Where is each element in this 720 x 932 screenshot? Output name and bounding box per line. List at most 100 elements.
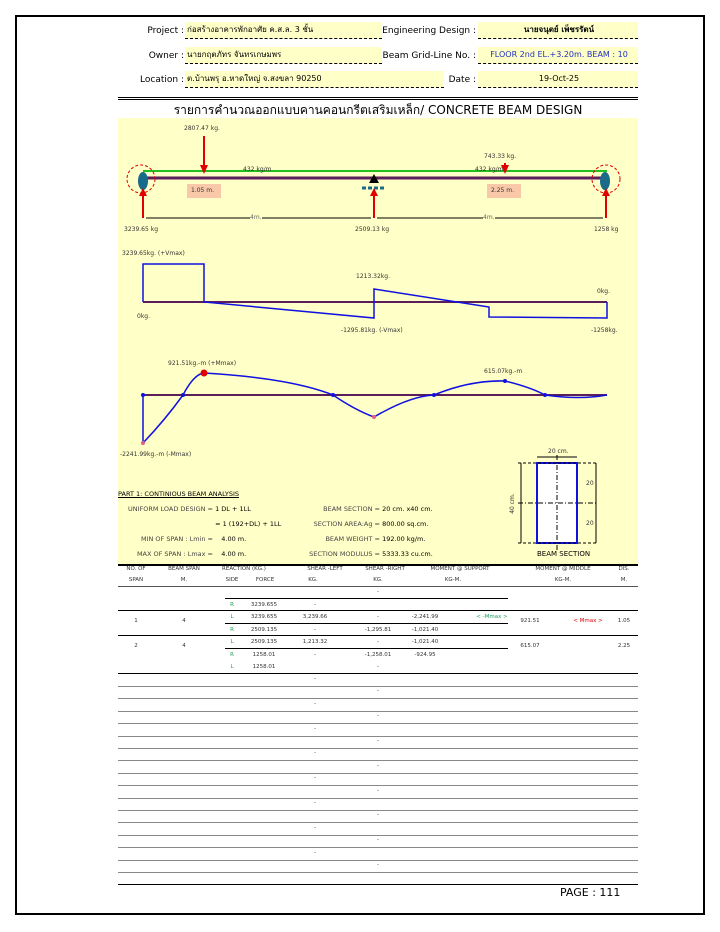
table-cell: BEAM SPAN — [168, 566, 200, 572]
section-height-label: 40 cm. — [508, 493, 516, 514]
table-cell: R — [230, 651, 234, 658]
table-cell: M. — [180, 577, 188, 583]
location-field: ต.บ้านพรุ อ.หาดใหญ่ จ.สงขลา 90250 — [185, 71, 444, 88]
table-cell: -1,258.01 — [364, 651, 392, 658]
table-cell: 1258.01 — [252, 651, 276, 658]
date-label: Date : — [448, 75, 476, 85]
moment-curve — [142, 372, 608, 445]
shear-min-label: -1295.81kg. (-Vmax) — [341, 327, 403, 334]
table-cell: < -Mmax > — [476, 614, 508, 620]
right-support-icon — [600, 172, 610, 190]
table-cell: SHEAR -RIGHT — [365, 566, 405, 572]
reaction-3-label: 1258 kg — [594, 226, 619, 233]
table-cell: -2,241.99 — [411, 614, 439, 620]
table-cell: - — [377, 812, 379, 819]
param-value: 800.00 sq.cm. — [382, 520, 429, 528]
project-label: Project : — [147, 26, 184, 36]
table-cell: MOMENT @ SUPPORT — [430, 566, 490, 572]
shear-max-label: 3239.65kg. (+Vmax) — [122, 250, 185, 257]
table-cell: - — [377, 614, 379, 620]
owner-label: Owner : — [148, 51, 184, 61]
table-cell: -1,021.40 — [411, 639, 439, 645]
section-width-label: 20 cm. — [548, 448, 569, 455]
table-rule — [118, 785, 638, 787]
grid-field: FLOOR 2nd EL.+3.20m. BEAM : 10 — [478, 47, 638, 64]
table-cell: KG. — [308, 577, 318, 583]
table-cell: DIS. — [618, 566, 630, 572]
table-rule — [118, 847, 638, 849]
table-cell: M. — [620, 577, 628, 583]
table-rule — [118, 635, 638, 636]
table-cell: KG-M. — [554, 577, 572, 583]
table-cell: REACTION (KG.) — [222, 566, 266, 572]
table-cell: - — [314, 800, 316, 806]
table-rule — [118, 748, 638, 749]
table-cell: - — [377, 862, 379, 868]
point-load-1-label: 2807.47 kg. — [184, 125, 220, 132]
table-rule — [118, 586, 638, 587]
param-label: MIN OF SPAN : Lmin = — [140, 535, 213, 543]
table-cell: - — [314, 626, 316, 633]
part1-col1: UNIFORM LOAD DESIGN = 1 DL + 1LL = 1 (19… — [118, 505, 318, 565]
grid-label: Beam Grid-Line No. : — [382, 51, 476, 61]
table-cell: - — [377, 837, 379, 844]
shear-curve — [142, 263, 608, 319]
table-rule — [118, 772, 638, 774]
table-cell: 921.51 — [520, 618, 540, 624]
table-rule — [225, 648, 508, 649]
table-cell: - — [377, 762, 379, 769]
table-rule — [118, 810, 638, 811]
table-cell: KG-M. — [444, 577, 462, 583]
table-cell: NO. OF — [126, 566, 146, 572]
point-load-2-label: 743.33 kg. — [484, 153, 517, 160]
table-cell: -1,021.40 — [411, 626, 439, 633]
engineer-label: Engineering Design : — [382, 26, 476, 36]
table-cell: - — [377, 738, 379, 744]
table-cell: SHEAR -LEFT — [307, 566, 343, 572]
beam-diagrams — [126, 136, 621, 550]
table-rule — [225, 598, 508, 599]
table-cell: R — [230, 601, 234, 608]
reaction-1-label: 3239.65 kg — [124, 226, 159, 233]
load-distance-1: 1.05 m. — [191, 187, 215, 194]
table-rule — [118, 884, 638, 885]
table-rule — [118, 723, 638, 725]
table-cell: - — [377, 664, 379, 670]
table-cell: 2.25 — [617, 643, 631, 649]
param-label: SECTION AREA:Ag = — [313, 520, 380, 528]
table-cell: 2 — [134, 643, 138, 649]
table-cell: SPAN — [128, 577, 144, 583]
table-rule — [118, 872, 638, 873]
param-value: 4.00 m. — [221, 550, 247, 558]
table-rule — [118, 610, 638, 611]
table-rule — [118, 564, 638, 566]
table-rule — [118, 859, 638, 861]
param-label: SECTION MODULUS = — [309, 550, 380, 558]
shear-end-label: -1258kg. — [591, 327, 618, 334]
table-cell: L — [230, 664, 234, 670]
table-rule — [118, 822, 638, 824]
section-bottom-label: 20 — [586, 520, 594, 527]
param-value: = 1 (192+DL) + 1LL — [215, 520, 282, 528]
moment-min-label: -2241.99kg.-m (-Mmax) — [120, 451, 192, 458]
page-frame — [15, 15, 705, 915]
table-cell: - — [377, 688, 379, 695]
table-cell: KG. — [373, 577, 383, 583]
moment-points — [141, 379, 547, 397]
table-cell: 1 — [134, 618, 138, 624]
table-cell: R — [230, 626, 234, 633]
table-rule — [118, 673, 638, 674]
date-field: 19-Oct-25 — [478, 71, 638, 88]
table-cell: - — [314, 601, 316, 608]
dimension-box — [487, 184, 521, 198]
table-rule — [225, 623, 508, 624]
table-rule — [118, 834, 638, 836]
table-cell: FORCE — [255, 577, 275, 583]
table-cell: -1,295.81 — [364, 626, 392, 633]
param-label: BEAM SECTION = — [323, 505, 380, 513]
param-label: BEAM WEIGHT = — [325, 535, 380, 543]
owner-field: นายกฤตภัทร จันทรเกษมพร — [185, 47, 382, 64]
table-cell: - — [377, 787, 379, 794]
table-cell: 3,239.66 — [302, 614, 328, 620]
table-cell: 4 — [182, 618, 186, 624]
